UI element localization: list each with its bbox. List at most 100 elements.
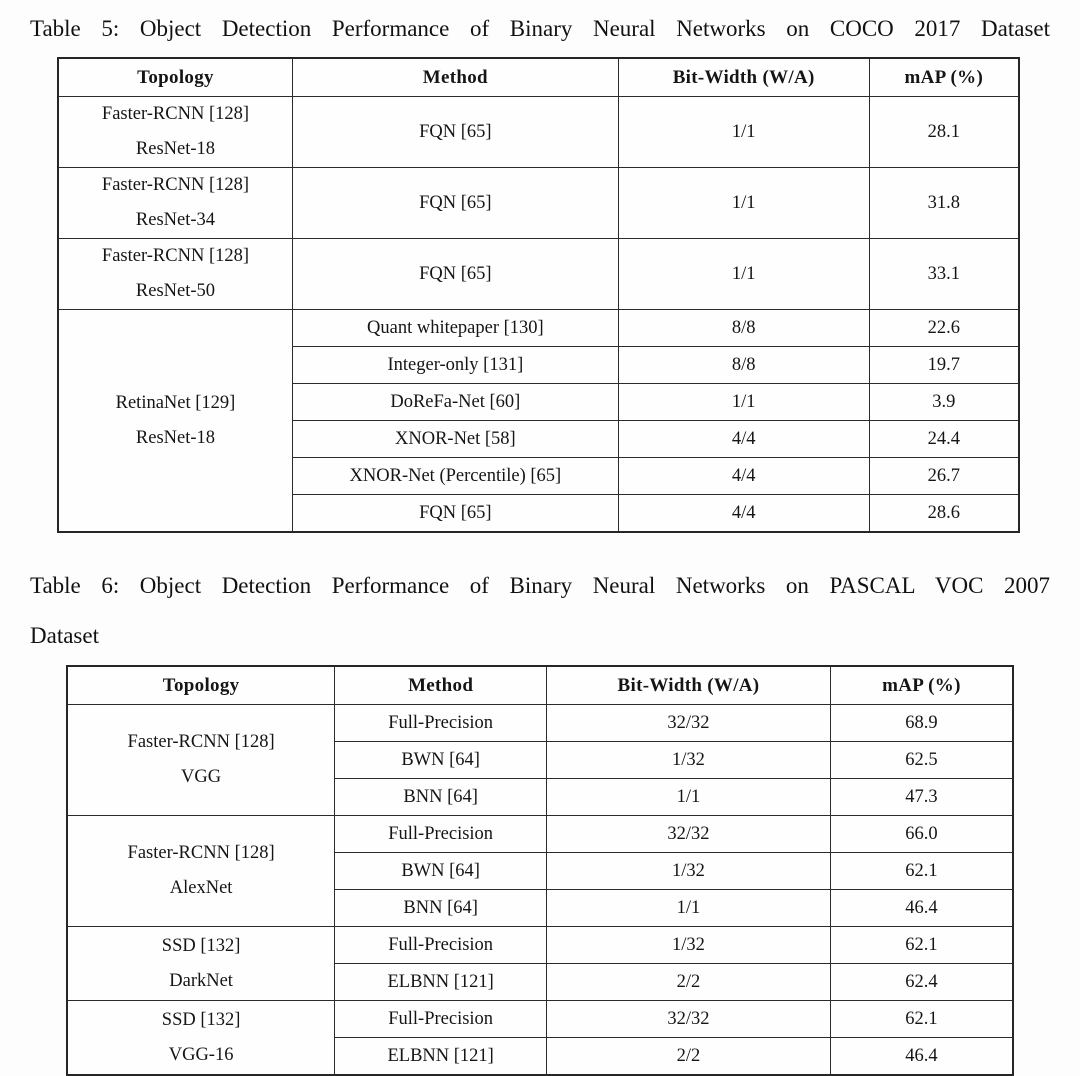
topology-cell: RetinaNet [129] ResNet-18 xyxy=(57,309,293,533)
table6-header-row: Topology Method Bit-Width (W/A) mAP (%) xyxy=(66,665,1014,705)
table5-caption: Table 5: Object Detection Performance of… xyxy=(30,14,1050,44)
map-cell: 3.9 xyxy=(868,383,1020,421)
bitwidth-cell: 8/8 xyxy=(617,346,870,384)
paper-page: Table 5: Object Detection Performance of… xyxy=(0,14,1080,1076)
topology-line: SSD [132] xyxy=(161,935,241,956)
column-header-topology: Topology xyxy=(57,57,293,97)
method-cell: Integer-only [131] xyxy=(291,346,619,384)
method-cell: BNN [64] xyxy=(334,889,548,927)
bitwidth-cell: 1/1 xyxy=(617,167,870,239)
table-row: Integer-only [131] 8/8 19.7 xyxy=(58,346,1020,384)
table5-header-row: Topology Method Bit-Width (W/A) mAP (%) xyxy=(57,57,1020,97)
topology-line: ResNet-18 xyxy=(135,427,216,448)
table-row: SSD [132] DarkNet Full-Precision 1/32 62.1 xyxy=(66,926,1014,1001)
topology-line: Faster-RCNN [128] xyxy=(127,843,275,863)
map-cell: 66.0 xyxy=(829,815,1014,853)
method-cell: DoReFa-Net [60] xyxy=(291,383,619,421)
topology-cell: SSD [132] DarkNet xyxy=(66,926,336,1001)
method-cell: Full-Precision xyxy=(334,704,548,742)
table5-caption-line1: Table 5: Object Detection Performance of… xyxy=(30,16,1050,41)
map-cell: 46.4 xyxy=(829,889,1014,927)
table-row: XNOR-Net (Percentile) [65] 4/4 26.7 xyxy=(58,457,1020,495)
bitwidth-cell: 32/32 xyxy=(546,815,831,853)
map-cell: 62.1 xyxy=(829,926,1014,964)
method-cell: XNOR-Net [58] xyxy=(291,420,619,458)
method-cell: BNN [64] xyxy=(334,778,548,816)
table6-wrapper: Topology Method Bit-Width (W/A) mAP (%) Fas… xyxy=(66,665,1080,1076)
table-row: FQN [65] 4/4 28.6 xyxy=(58,494,1020,533)
method-cell: Full-Precision xyxy=(334,1000,548,1038)
table-row: BNN [64] 1/1 46.4 xyxy=(67,889,1014,927)
column-header-method: Method xyxy=(334,665,548,705)
method-cell: FQN [65] xyxy=(291,96,619,168)
table-row: DoReFa-Net [60] 1/1 3.9 xyxy=(58,383,1020,421)
topology-line: Faster-RCNN [128] xyxy=(101,175,250,195)
bitwidth-cell: 2/2 xyxy=(546,963,831,1001)
topology-line: SSD [132] xyxy=(161,1009,241,1030)
map-cell: 28.6 xyxy=(868,494,1020,533)
method-cell: Quant whitepaper [130] xyxy=(291,309,619,347)
bitwidth-cell: 32/32 xyxy=(546,1000,831,1038)
table-row: ELBNN [121] 2/2 62.4 xyxy=(67,963,1014,1001)
table6-caption: Table 6: Object Detection Performance of… xyxy=(30,571,1050,651)
map-cell: 47.3 xyxy=(829,778,1014,816)
topology-cell: Faster-RCNN [128] ResNet-50 xyxy=(57,238,293,310)
bitwidth-cell: 1/32 xyxy=(546,741,831,779)
map-cell: 19.7 xyxy=(868,346,1020,384)
table-row: BWN [64] 1/32 62.5 xyxy=(67,741,1014,779)
column-header-bit-width-w-a: Bit-Width (W/A) xyxy=(617,57,870,97)
map-cell: 62.5 xyxy=(829,741,1014,779)
topology-cell: Faster-RCNN [128] AlexNet xyxy=(66,815,336,927)
column-header-bit-width-w-a: Bit-Width (W/A) xyxy=(546,665,831,705)
map-cell: 28.1 xyxy=(868,96,1020,168)
topology-line: VGG xyxy=(181,767,222,787)
topology-cell: SSD [132] VGG-16 xyxy=(66,1000,336,1076)
map-cell: 26.7 xyxy=(868,457,1020,495)
table-row: Faster-RCNN [128] AlexNet Full-Precision 32… xyxy=(66,815,1014,927)
topology-line: AlexNet xyxy=(169,878,233,898)
map-cell: 62.4 xyxy=(829,963,1014,1001)
table6-object-detection-pascal-voc: Topology Method Bit-Width (W/A) mAP (%) Fas… xyxy=(66,665,1014,1076)
bitwidth-cell: 4/4 xyxy=(617,420,870,458)
bitwidth-cell: 32/32 xyxy=(546,704,831,742)
table-row: XNOR-Net [58] 4/4 24.4 xyxy=(58,420,1020,458)
bitwidth-cell: 4/4 xyxy=(617,494,870,533)
column-header-topology: Topology xyxy=(66,665,336,705)
bitwidth-cell: 1/1 xyxy=(617,383,870,421)
bitwidth-cell: 4/4 xyxy=(617,457,870,495)
bitwidth-cell: 1/1 xyxy=(546,889,831,927)
topology-line: ResNet-34 xyxy=(135,210,216,230)
map-cell: 68.9 xyxy=(829,704,1014,742)
map-cell: 62.1 xyxy=(829,1000,1014,1038)
map-cell: 33.1 xyxy=(868,238,1020,310)
method-cell: ELBNN [121] xyxy=(334,1037,548,1076)
topology-line: ResNet-18 xyxy=(135,139,216,159)
table-row: Faster-RCNN [128] ResNet-34 FQN [65] 1/1 31.… xyxy=(57,167,1020,239)
bitwidth-cell: 1/32 xyxy=(546,852,831,890)
map-cell: 62.1 xyxy=(829,852,1014,890)
bitwidth-cell: 1/1 xyxy=(546,778,831,816)
table-row: BNN [64] 1/1 47.3 xyxy=(67,778,1014,816)
table5-object-detection-coco: Topology Method Bit-Width (W/A) mAP (%) Fas… xyxy=(57,57,1020,533)
table6-caption-line2: Dataset xyxy=(30,623,99,648)
column-header-map: mAP (%) xyxy=(829,665,1014,705)
table-row: SSD [132] VGG-16 Full-Precision 32/32 62.1 xyxy=(66,1000,1014,1076)
table6-caption-line1: Table 6: Object Detection Performance of… xyxy=(30,573,1050,598)
method-cell: FQN [65] xyxy=(291,494,619,533)
method-cell: FQN [65] xyxy=(291,167,619,239)
topology-line: ResNet-50 xyxy=(135,281,216,301)
method-cell: Full-Precision xyxy=(334,926,548,964)
column-header-map: mAP (%) xyxy=(868,57,1020,97)
method-cell: Full-Precision xyxy=(334,815,548,853)
topology-cell: Faster-RCNN [128] ResNet-34 xyxy=(57,167,293,239)
table-row: Faster-RCNN [128] VGG Full-Precision 32/32 6… xyxy=(66,704,1014,816)
map-cell: 46.4 xyxy=(829,1037,1014,1076)
method-cell: ELBNN [121] xyxy=(334,963,548,1001)
bitwidth-cell: 1/1 xyxy=(617,96,870,168)
topology-line: VGG-16 xyxy=(168,1044,234,1065)
topology-line: Faster-RCNN [128] xyxy=(101,104,250,124)
method-cell: FQN [65] xyxy=(291,238,619,310)
topology-line: Faster-RCNN [128] xyxy=(101,246,250,266)
method-cell: XNOR-Net (Percentile) [65] xyxy=(291,457,619,495)
method-cell: BWN [64] xyxy=(334,852,548,890)
